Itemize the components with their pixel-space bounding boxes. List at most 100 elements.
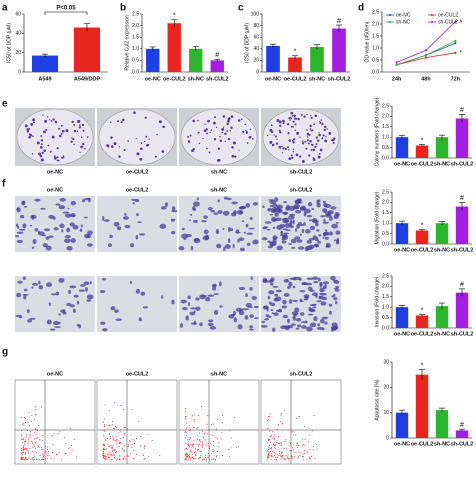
cell-blob [299,289,306,293]
colony-dot [189,134,192,137]
colony-dot [33,121,35,124]
flow-event [109,455,111,457]
bar [435,137,449,158]
flow-event [34,442,36,444]
cell-blob [124,224,131,229]
flow-event [298,415,300,417]
flow-event [295,451,297,453]
flow-event [110,445,112,447]
colony-dot [50,120,53,122]
flow-event [271,451,273,453]
flow-event [45,451,47,453]
cell-blob [313,281,319,284]
bar [455,206,469,244]
flow-event [116,443,118,445]
cell-blob [185,234,192,238]
flow-event [281,452,283,454]
cell-blob [293,313,298,317]
colony-dot [283,147,285,149]
cell-blob [277,209,282,214]
cell-blob [80,224,83,228]
flow-event [112,451,114,453]
colony-dot [325,135,327,138]
flow-event [189,444,191,446]
colony-dot [292,148,295,150]
cell-blob [282,314,289,319]
flow-event [207,453,209,455]
series-line [396,40,456,66]
cell-blob [312,235,317,240]
flow-event [188,439,190,441]
colony-dot [240,118,243,120]
cell-blob [300,205,307,211]
cell-blob [277,310,283,313]
y-tick-label: 0 [386,435,389,441]
cell-blob [160,206,167,210]
flow-event [269,416,271,418]
colony-dot [321,137,324,140]
cell-blob [129,281,133,284]
cell-blob [196,197,200,201]
flow-event [25,457,27,459]
colony-dot [127,140,130,142]
cell-blob [283,278,290,283]
flow-event [124,434,126,436]
flow-event [269,448,271,450]
microscopy-image [97,276,177,332]
colony-dot [232,141,236,145]
y-axis-label: IC50 of DDP (μM) [6,23,12,63]
cell-blob [207,319,214,323]
colony-dot [290,154,293,157]
cell-blob [55,203,61,206]
colony-dot [78,124,81,126]
flow-event [297,445,299,447]
colony-dot [215,126,218,129]
colony-dot [292,125,294,128]
x-tick-label: sh-CUL2 [451,331,474,337]
flow-event [37,445,39,447]
flow-event [20,457,22,459]
x-tick-label: oe-NC [394,331,410,337]
flow-event [187,443,189,445]
flow-event [281,455,283,457]
flow-event [236,446,238,448]
flow-event [123,445,125,447]
flow-event [23,451,25,453]
cell-blob [16,231,24,234]
flow-event [185,452,187,454]
colony-dot [28,136,31,139]
cell-blob [190,213,193,217]
colony-dot [38,152,41,156]
cell-blob [329,310,332,313]
cell-blob [235,307,243,312]
y-tick-label: 2.5 [382,273,389,279]
flow-event [113,440,115,442]
flow-event [136,454,138,456]
cell-blob [222,210,230,216]
flow-event [200,450,202,452]
flow-event [274,455,276,457]
flow-event [110,446,112,448]
cell-blob [55,291,60,296]
y-tick-label: 60 [253,35,259,41]
flow-event [271,455,273,457]
colony-dot [278,145,282,149]
x-tick-label: A549 [38,76,51,82]
flow-plot [178,379,260,465]
cell-blob [306,326,313,332]
cell-blob [276,224,283,231]
colony-dot [246,142,249,144]
cell-blob [309,219,313,222]
legend-label: sh-CUL2 [438,19,458,25]
flow-event [312,449,314,451]
cell-blob [334,288,340,292]
colony-dot [230,126,233,129]
cell-blob [53,227,59,231]
cell-blob [129,243,135,248]
flow-event [208,446,210,448]
flow-event [196,428,198,430]
cell-blob [109,234,113,239]
cell-blob [282,211,289,215]
flow-event [103,425,105,427]
cell-blob [294,209,302,214]
